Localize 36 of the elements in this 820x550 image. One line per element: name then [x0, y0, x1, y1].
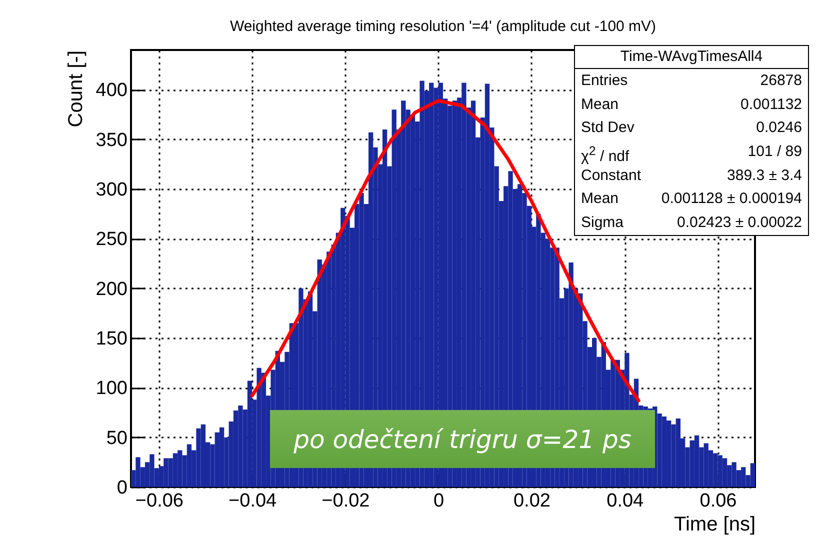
y-tick-label: 250 — [96, 229, 128, 250]
annotation: Std Dev — [581, 118, 634, 138]
y-tick-label: 350 — [96, 130, 128, 151]
annotation: Mean — [581, 94, 619, 115]
annotation: Sigma — [581, 213, 624, 234]
x-tick-label: 0.06 — [700, 490, 737, 512]
y-tick-label: 200 — [96, 278, 128, 300]
x-tick-label: 0.02 — [513, 490, 550, 512]
x-tick-label: 0.04 — [606, 490, 644, 512]
x-tick-label: −0.02 — [322, 490, 370, 512]
annotation: 101 / 89 — [748, 142, 802, 162]
y-tick-label: 400 — [96, 80, 128, 102]
y-tick-label: 0 — [116, 478, 128, 498]
annotation: 389.3 ± 3.4 — [727, 166, 802, 186]
annotation: Time-WAvgTimesAll4 — [575, 46, 808, 69]
x-axis-title: Time [ns] — [674, 514, 756, 536]
annotation: χ$^{2}$ / ndf — [581, 143, 630, 166]
y-tick-label: 50 — [106, 428, 128, 449]
y-tick-label: 150 — [96, 328, 128, 350]
annotation: 0.02423 ± 0.00022 — [676, 213, 802, 234]
line-series — [250, 98, 640, 402]
annotation: 0.001132 — [740, 94, 802, 115]
x-tick-label: 0 — [434, 490, 444, 512]
chart-title: Weighted average timing resolution '=4' (amplitude cut -100 mV) — [230, 18, 656, 35]
annotation: Constant — [581, 166, 642, 186]
annotation: Entries — [581, 71, 628, 91]
x-tick-label: −0.04 — [228, 490, 278, 512]
y-axis-title: Count [-] — [64, 50, 87, 128]
y-tick-label: 100 — [96, 378, 128, 400]
x-tick-label: −0.06 — [135, 490, 184, 512]
text: 0.0246 — [756, 119, 802, 136]
annotation: 0.001128 ± 0.000194 — [661, 189, 802, 210]
annotation: Mean — [581, 189, 619, 210]
y-tick-label: 300 — [96, 180, 128, 201]
text: 26878 — [760, 72, 802, 89]
note-box: po odečtení trigru σ=21 ps — [270, 410, 655, 468]
